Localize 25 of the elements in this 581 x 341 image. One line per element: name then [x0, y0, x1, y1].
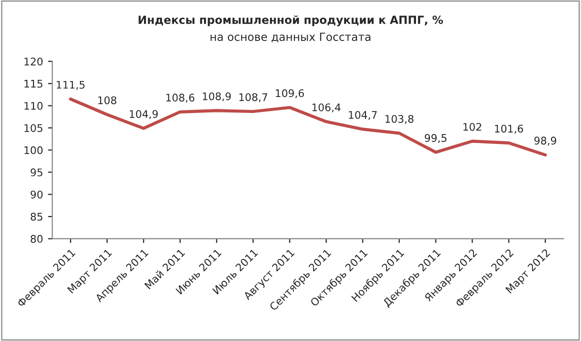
y-tick-label: 85	[30, 212, 42, 221]
data-label: 108,6	[166, 94, 194, 103]
y-tick-label: 80	[30, 234, 43, 243]
y-tick-label: 90	[30, 190, 43, 198]
data-label: 109,6	[276, 89, 304, 98]
y-tick-label: 110	[24, 102, 43, 110]
y-tick-label: 120	[24, 58, 43, 66]
data-label: 99,5	[424, 134, 446, 143]
data-label: 108,9	[202, 92, 231, 102]
data-label: 104,7	[348, 110, 377, 120]
data-label: 101,6	[495, 124, 524, 134]
data-label: 104,9	[130, 110, 158, 120]
y-tick-label: 105	[24, 124, 42, 132]
chart-title: Индексы промышленной продукции к АППГ, %	[138, 15, 443, 26]
data-label: 103,8	[385, 114, 414, 124]
data-label: 111,5	[56, 80, 85, 90]
data-label: 106,4	[312, 103, 341, 112]
y-tick-label: 100	[24, 146, 43, 154]
data-label: 98,9	[534, 136, 556, 146]
y-tick-label: 115	[24, 80, 42, 88]
data-label: 102	[463, 122, 482, 131]
chart-subtitle: на основе данных Госстата	[210, 32, 370, 42]
y-tick-label: 95	[30, 168, 42, 176]
data-label: 108,7	[239, 93, 268, 102]
data-label: 108	[98, 96, 116, 104]
